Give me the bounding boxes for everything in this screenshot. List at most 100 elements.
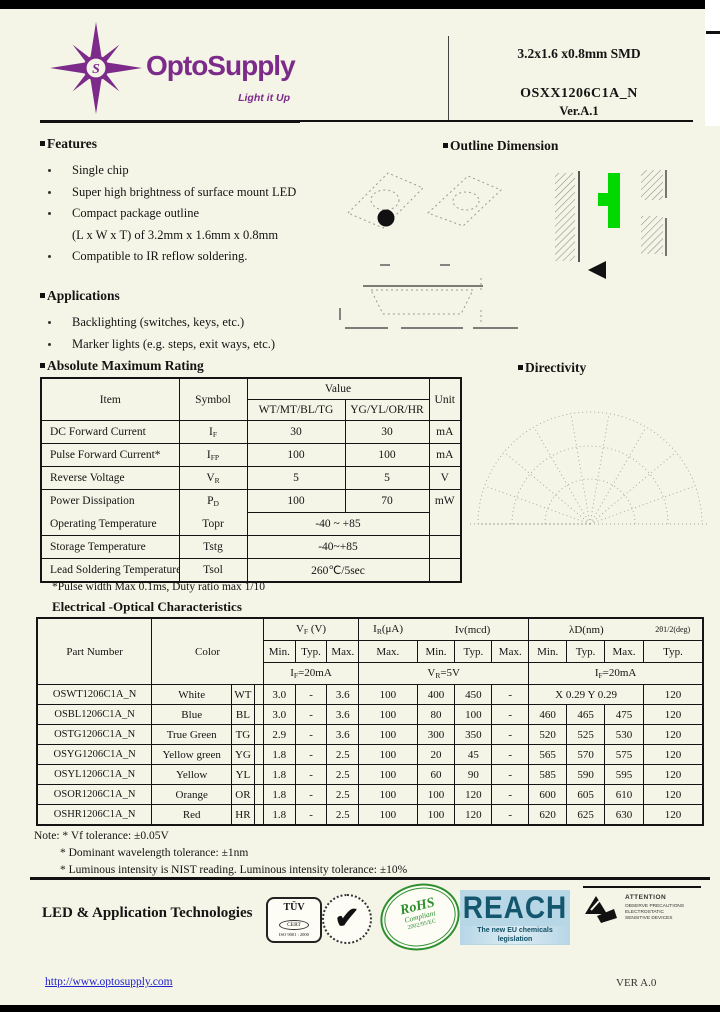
wavelength-value-cell: 530 bbox=[604, 724, 644, 745]
vf-value-cell: 3.0 bbox=[262, 704, 296, 725]
subcol-typ: Typ. bbox=[566, 640, 606, 663]
wavelength-value-cell: 565 bbox=[528, 744, 568, 765]
col-header-vf: VF (V) bbox=[262, 617, 360, 641]
spacer-cell bbox=[253, 804, 264, 826]
wavelength-value-cell: 585 bbox=[528, 764, 568, 785]
color-name-cell: White bbox=[151, 684, 233, 705]
square-bullet-icon bbox=[443, 143, 448, 148]
vf-value-cell: - bbox=[294, 784, 328, 805]
website-link[interactable]: http://www.optosupply.com bbox=[45, 976, 173, 988]
angle-value-cell: 120 bbox=[642, 784, 704, 805]
brand-tagline: Light it Up bbox=[238, 92, 290, 104]
iv-value-cell: 120 bbox=[454, 784, 493, 805]
vf-value-cell: 1.8 bbox=[262, 744, 296, 765]
rating-unit: mW bbox=[428, 489, 462, 513]
vf-value-cell: 3.0 bbox=[262, 684, 296, 705]
outline-heading: Outline Dimension bbox=[443, 138, 558, 154]
color-name-cell: Yellow bbox=[151, 764, 233, 785]
iv-value-cell: 400 bbox=[416, 684, 456, 705]
rating-row: Storage Temperature Tstg -40~+85 bbox=[40, 535, 462, 559]
col-header-symbol: Symbol bbox=[178, 377, 248, 421]
rating-row: Power Dissipation PD 100 70 mW bbox=[40, 489, 462, 513]
subcol-min: Min. bbox=[262, 640, 296, 663]
vf-value-cell: 2.5 bbox=[326, 804, 360, 826]
symbol-subscript: FP bbox=[210, 452, 220, 462]
esd-caption-line: SENSITIVE DEVICES bbox=[625, 916, 673, 921]
iv-value-cell: - bbox=[491, 744, 530, 765]
rating-symbol: PD bbox=[178, 489, 248, 513]
col-header-ld: λD(nm) bbox=[528, 617, 644, 641]
vf-value-cell: - bbox=[294, 684, 328, 705]
square-bullet-icon bbox=[518, 365, 523, 370]
spacer-cell bbox=[253, 684, 264, 705]
wavelength-value-cell: 630 bbox=[604, 804, 644, 826]
rating-value: 100 bbox=[344, 443, 430, 467]
color-code-cell: HR bbox=[231, 804, 255, 826]
ir-value-cell: 100 bbox=[358, 704, 418, 725]
rating-symbol: Topr bbox=[178, 512, 248, 536]
col-header-iv: Iv(mcd) bbox=[417, 617, 530, 641]
rating-symbol: IFP bbox=[178, 443, 248, 467]
chromaticity-cell: X 0.29 Y 0.29 bbox=[528, 684, 644, 705]
document-version: Ver.A.1 bbox=[559, 104, 599, 118]
vf-value-cell: 3.6 bbox=[326, 724, 360, 745]
vf-value-cell: - bbox=[294, 724, 328, 745]
rating-symbol: IF bbox=[178, 420, 248, 444]
part-number-cell: OSWT1206C1A_N bbox=[36, 684, 153, 705]
rating-value: 100 bbox=[246, 489, 346, 513]
part-number-cell: OSOR1206C1A_N bbox=[36, 784, 153, 805]
angle-value-cell: 120 bbox=[642, 704, 704, 725]
spacer-cell bbox=[253, 764, 264, 785]
eo-row: OSHR1206C1A_N Red HR 1.8-2.5 100 100 120-620 62… bbox=[36, 804, 704, 826]
vf-value-cell: 2.5 bbox=[326, 764, 360, 785]
color-name-cell: Red bbox=[151, 804, 233, 826]
color-code-cell: BL bbox=[231, 704, 255, 725]
optosupply-logo-icon: S bbox=[50, 22, 142, 114]
wavelength-value-cell: 575 bbox=[604, 744, 644, 765]
rating-row: Operating Temperature Topr -40 ~ +85 bbox=[40, 512, 462, 536]
iv-value-cell: 120 bbox=[454, 804, 493, 826]
header-divider bbox=[448, 36, 449, 121]
wavelength-value-cell: 525 bbox=[566, 724, 606, 745]
color-code-cell: YG bbox=[231, 744, 255, 765]
iv-value-cell: 100 bbox=[416, 784, 456, 805]
iv-value-cell: 300 bbox=[416, 724, 456, 745]
subcol-max: Max. bbox=[358, 640, 418, 663]
symbol-subscript: R bbox=[214, 475, 220, 485]
feature-item: Compatible to IR reflow soldering. bbox=[40, 246, 430, 268]
subcol-max: Max. bbox=[326, 640, 360, 663]
direction-arrow-icon bbox=[588, 261, 606, 279]
square-bullet-icon bbox=[40, 293, 45, 298]
esd-attention-logo: ATTENTION OBSERVE PRECAUTIONS ELECTROSTAT… bbox=[583, 886, 701, 924]
scan-edge-top bbox=[0, 0, 705, 9]
header-product-block: 3.2x1.6 x0.8mm SMD OSXX1206C1A_N Ver.A.1 bbox=[463, 46, 695, 119]
led-package-green-shape bbox=[598, 173, 620, 228]
vf-value-cell: 3.6 bbox=[326, 684, 360, 705]
color-code-cell: TG bbox=[231, 724, 255, 745]
product-size: 3.2x1.6 x0.8mm SMD bbox=[517, 46, 641, 61]
brand-name: OptoSupply bbox=[146, 50, 296, 81]
symbol-subscript: D bbox=[213, 498, 219, 508]
features-heading: Features bbox=[40, 136, 430, 152]
ir-value-cell: 100 bbox=[358, 764, 418, 785]
wavelength-value-cell: 595 bbox=[604, 764, 644, 785]
vf-value-cell: - bbox=[294, 704, 328, 725]
applications-section: Applications Backlighting (switches, key… bbox=[40, 288, 430, 355]
features-list: Single chip Super high brightness of surf… bbox=[40, 160, 430, 268]
rating-item: Pulse Forward Current* bbox=[40, 443, 180, 467]
iv-value-cell: 350 bbox=[454, 724, 493, 745]
iv-value-cell: 60 bbox=[416, 764, 456, 785]
eo-notes: Note: * Vf tolerance: ±0.05V * Dominant w… bbox=[34, 828, 407, 879]
rating-value: 5 bbox=[246, 466, 346, 490]
col-header-group1: WT/MT/BL/TG bbox=[246, 399, 346, 421]
wavelength-value-cell: 625 bbox=[566, 804, 606, 826]
part-number-cell: OSBL1206C1A_N bbox=[36, 704, 153, 725]
color-code-cell: YL bbox=[231, 764, 255, 785]
footer-version: VER A.0 bbox=[616, 977, 657, 989]
eo-heading: Electrical -Optical Characteristics bbox=[52, 599, 242, 614]
applications-heading: Applications bbox=[40, 288, 430, 304]
footer-rule bbox=[30, 877, 710, 880]
symbol-subscript: F bbox=[212, 429, 217, 439]
rating-row: Pulse Forward Current* IFP 100 100 mA bbox=[40, 443, 462, 467]
rating-value: 70 bbox=[344, 489, 430, 513]
